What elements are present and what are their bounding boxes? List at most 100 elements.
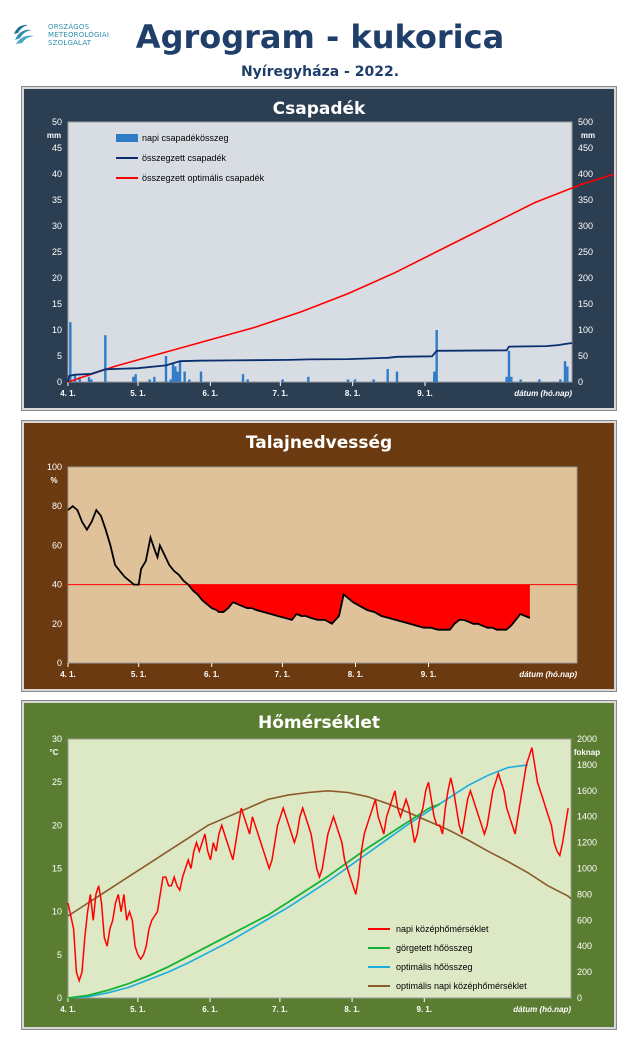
- x-tick-label: 7. 1.: [275, 670, 291, 679]
- optimal-temp-line: [67, 789, 572, 917]
- daily-precip-bar: [510, 376, 513, 382]
- daily-precip-bar: [183, 371, 186, 382]
- y2-tick-label: 100: [578, 325, 593, 335]
- precipitation-chart: 4. 1. 5. 1. 6. 1. 7. 1. 8. 1. 9. 1. 0 5 10 15 20 25…: [47, 117, 614, 398]
- y2-tick-label: 400: [578, 169, 593, 179]
- y-tick-label: 0: [57, 658, 62, 668]
- soil-moisture-chart: 4. 1. 5. 1. 6. 1. 7. 1. 8. 1. 9. 1. 0 20 40 60 80 1…: [47, 462, 578, 679]
- y2-tick-label: 2000: [577, 734, 597, 744]
- daily-precip-bar: [188, 379, 191, 382]
- daily-precip-bar: [346, 379, 350, 382]
- y-axis-title: °C: [50, 748, 59, 757]
- y2-tick-label: 500: [578, 117, 593, 127]
- y2-tick-label: 1600: [577, 786, 597, 796]
- daily-precip-bar: [148, 379, 151, 382]
- legend-label-2: optimális hőösszeg: [396, 962, 473, 972]
- x-tick-label: 9. 1.: [417, 1005, 433, 1014]
- y-tick-label: 45: [52, 143, 62, 153]
- soil-moisture-title: Talajnedvesség: [245, 433, 393, 453]
- daily-precip-bar: [241, 374, 245, 382]
- y-tick-label: 15: [52, 864, 62, 874]
- y2-tick-label: 0: [578, 377, 583, 387]
- y-tick-label: 10: [52, 907, 62, 917]
- y-tick-label: 5: [57, 351, 62, 361]
- page-subtitle: Nyíregyháza - 2022.: [240, 64, 400, 80]
- legend-label-opt: összegzett optimális csapadék: [142, 173, 265, 183]
- y2-tick-label: 150: [578, 299, 593, 309]
- daily-precip-bar: [559, 379, 562, 382]
- x-axis-title: dátum (hó.nap): [519, 670, 577, 679]
- x-tick-label: 9. 1.: [421, 670, 437, 679]
- daily-precip-bar: [566, 366, 569, 382]
- legend-label-cum: összegzett csapadék: [142, 153, 227, 163]
- x-tick-label: 5. 1.: [130, 389, 146, 398]
- daily-precip-bar: [78, 376, 81, 382]
- y2-tick-label: 1200: [577, 838, 597, 848]
- y2-tick-label: 200: [578, 273, 593, 283]
- legend-swatch-daily: [116, 134, 138, 142]
- x-tick-label: 6. 1.: [204, 670, 220, 679]
- y-tick-label: 60: [52, 540, 62, 550]
- y-tick-label: 40: [52, 169, 62, 179]
- precipitation-title: Csapadék: [272, 99, 366, 119]
- daily-precip-bar: [104, 335, 107, 382]
- soil-moisture-panel: Talajnedvesség 4. 1. 5. 1. 6. 1. 7. 1. 8. 1.…: [22, 421, 616, 691]
- logo-line2: METEOROLÓGIAI: [48, 31, 110, 39]
- daily-precip-bar: [132, 376, 135, 382]
- daily-precip-bar: [87, 376, 91, 382]
- logo-icon: [14, 24, 34, 44]
- x-axis-title: dátum (hó.nap): [513, 1005, 571, 1014]
- x-tick-label: 6. 1.: [202, 1005, 218, 1014]
- daily-precip-bar: [386, 369, 389, 382]
- y2-tick-label: 600: [577, 915, 592, 925]
- x-tick-label: 4. 1.: [60, 670, 76, 679]
- y-tick-label: 15: [52, 299, 62, 309]
- y-tick-label: 5: [57, 950, 62, 960]
- y2-tick-label: 350: [578, 195, 593, 205]
- legend-label-0: napi középhőmérséklet: [396, 924, 489, 934]
- y-tick-label: 30: [52, 221, 62, 231]
- daily-precip-bar: [395, 371, 399, 382]
- omsz-logo: ORSZÁGOS METEOROLÓGIAI SZOLGÁLAT: [10, 20, 120, 60]
- x-axis-title: dátum (hó.nap): [514, 389, 572, 398]
- y2-tick-label: 400: [577, 941, 592, 951]
- daily-precip-bar: [153, 376, 156, 382]
- logo-text: ORSZÁGOS METEOROLÓGIAI SZOLGÁLAT: [48, 23, 109, 47]
- temperature-panel: Hőmérséklet 4. 1. 5. 1. 6. 1. 7. 1. 8. 1. 9. …: [22, 701, 616, 1029]
- y-tick-label: 40: [52, 580, 62, 590]
- y2-tick-label: 50: [578, 351, 588, 361]
- y-axis-title: %: [50, 476, 57, 485]
- y2-tick-label: 300: [578, 221, 593, 231]
- y-tick-label: 20: [52, 619, 62, 629]
- y2-tick-label: 1800: [577, 760, 597, 770]
- temperature-chart: 4. 1. 5. 1. 6. 1. 7. 1. 8. 1. 9. 1. 0 5 10 15 20 25…: [50, 734, 601, 1014]
- soil-moisture-line: [67, 505, 531, 631]
- daily-precip-bar: [505, 376, 508, 382]
- x-tick-label: 8. 1.: [344, 1005, 360, 1014]
- daily-temp-line: [67, 747, 569, 984]
- daily-precip-bar: [176, 371, 179, 382]
- y-axis-title: mm: [47, 131, 61, 140]
- y2-tick-label: 200: [577, 967, 592, 977]
- precipitation-panel: Csapadék 4. 1. 5. 1. 6. 1. 7. 1. 8. 1. 9. 1. 0…: [22, 87, 616, 410]
- cum-optimal-precip-line: [67, 173, 614, 383]
- x-tick-label: 4. 1.: [60, 1005, 76, 1014]
- temperature-title: Hőmérséklet: [258, 713, 380, 733]
- cum-precip-line: [67, 342, 573, 383]
- x-tick-label: 6. 1.: [203, 389, 219, 398]
- y2-axis-title: mm: [581, 131, 595, 140]
- y-tick-label: 50: [52, 117, 62, 127]
- y2-tick-label: 450: [578, 143, 593, 153]
- plot-area: [67, 738, 572, 999]
- x-tick-label: 8. 1.: [345, 389, 361, 398]
- soil-deficit-area: [188, 584, 530, 630]
- plot-area: [67, 466, 578, 664]
- y2-tick-label: 250: [578, 247, 593, 257]
- legend-label-daily: napi csapadékösszeg: [142, 133, 229, 143]
- x-tick-label: 9. 1.: [417, 389, 433, 398]
- daily-precip-bar: [73, 374, 77, 382]
- y-tick-label: 10: [52, 325, 62, 335]
- plot-area: [67, 121, 573, 383]
- y-tick-label: 0: [57, 993, 62, 1003]
- y2-tick-label: 0: [577, 993, 582, 1003]
